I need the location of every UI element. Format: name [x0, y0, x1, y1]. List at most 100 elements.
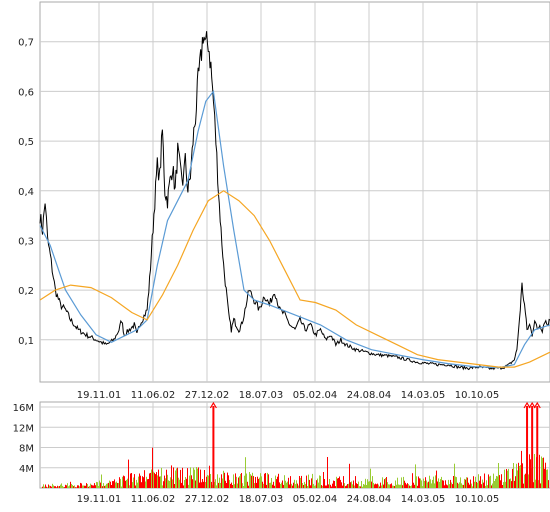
- volume-bar: [84, 485, 85, 488]
- price-x-tick-label: 19.11.01: [77, 390, 122, 401]
- volume-bar: [443, 480, 444, 488]
- volume-x-tick-label: 05.02.04: [293, 494, 338, 505]
- volume-bar: [138, 476, 139, 488]
- volume-bar: [405, 482, 406, 488]
- volume-bar: [293, 482, 294, 488]
- volume-y-axis: 4M 8M 12M 16M: [13, 403, 34, 475]
- volume-bar: [541, 456, 542, 488]
- volume-bar: [210, 474, 211, 488]
- volume-bar: [450, 479, 451, 488]
- volume-bar: [199, 482, 200, 488]
- volume-bar: [190, 467, 191, 488]
- volume-bar: [289, 484, 290, 488]
- volume-bar: [442, 480, 443, 488]
- volume-bar: [337, 478, 338, 488]
- volume-x-tick-label: 19.11.01: [77, 494, 122, 505]
- volume-bar: [513, 463, 514, 488]
- volume-bar: [204, 470, 205, 488]
- volume-bar: [369, 481, 370, 488]
- volume-bar: [340, 479, 341, 488]
- volume-bar: [422, 486, 423, 488]
- volume-bar: [399, 484, 400, 488]
- volume-bar: [345, 486, 346, 488]
- volume-bar: [516, 463, 517, 488]
- volume-bar: [394, 486, 395, 488]
- volume-bar: [318, 482, 319, 488]
- volume-bar: [400, 484, 401, 488]
- volume-bar: [211, 481, 212, 488]
- volume-bar: [389, 484, 390, 488]
- volume-bar: [262, 481, 263, 488]
- volume-bar: [214, 481, 215, 488]
- volume-bar: [467, 477, 468, 488]
- volume-bar: [512, 468, 513, 488]
- volume-bar: [139, 473, 140, 488]
- series-line-short-average: [39, 89, 550, 369]
- volume-bar: [461, 483, 462, 488]
- volume-bar: [268, 474, 269, 488]
- volume-bar: [446, 484, 447, 488]
- volume-bar: [416, 476, 417, 488]
- volume-bar: [227, 472, 228, 488]
- volume-bar: [440, 479, 441, 488]
- volume-bar: [310, 485, 311, 488]
- volume-bar: [276, 479, 277, 488]
- volume-bar: [342, 485, 343, 488]
- volume-bar: [83, 485, 84, 488]
- volume-bar: [388, 484, 389, 488]
- volume-bar: [502, 485, 503, 488]
- volume-bar: [434, 483, 435, 488]
- volume-bar: [43, 484, 44, 488]
- volume-bar: [79, 486, 80, 488]
- volume-bar: [142, 476, 143, 488]
- volume-bar: [208, 475, 209, 488]
- volume-bar: [243, 486, 244, 488]
- volume-bar: [418, 476, 419, 488]
- volume-bar: [298, 485, 299, 488]
- volume-bar: [518, 462, 519, 488]
- volume-bar: [530, 459, 531, 488]
- volume-bar: [519, 466, 520, 488]
- volume-bar: [52, 483, 53, 488]
- volume-bar: [117, 483, 118, 488]
- volume-bar: [68, 486, 69, 488]
- volume-panel-frame: [39, 401, 550, 489]
- volume-bar: [269, 482, 270, 488]
- volume-bar: [367, 479, 368, 488]
- volume-bar: [522, 463, 523, 488]
- volume-bar: [347, 484, 348, 488]
- volume-bar: [150, 472, 151, 488]
- volume-bar: [284, 475, 285, 488]
- volume-panel: 4M 8M 12M 16M 19.11.01 11.06.02 27.12.02 18.07…: [13, 401, 550, 505]
- volume-bar: [226, 483, 227, 488]
- volume-bar: [80, 482, 81, 488]
- volume-bar: [521, 450, 522, 488]
- volume-bar: [473, 476, 474, 488]
- volume-bar: [228, 475, 229, 488]
- volume-bar: [137, 482, 138, 488]
- volume-bar: [54, 486, 55, 488]
- volume-bar: [366, 485, 367, 488]
- volume-bar: [133, 477, 134, 488]
- volume-bar: [290, 476, 291, 488]
- volume-bar: [301, 475, 302, 488]
- volume-bar: [70, 481, 71, 488]
- volume-bar: [176, 468, 177, 488]
- volume-bar: [499, 475, 500, 488]
- volume-bar: [224, 472, 225, 488]
- volume-bar: [514, 480, 515, 488]
- volume-bar: [272, 484, 273, 488]
- volume-clip-marker: [523, 401, 531, 409]
- volume-bar: [441, 476, 442, 488]
- volume-bar: [162, 485, 163, 488]
- volume-bar: [380, 482, 381, 488]
- volume-bar: [249, 472, 250, 488]
- volume-bar: [359, 486, 360, 488]
- volume-bar: [544, 468, 545, 488]
- volume-bar: [471, 483, 472, 488]
- volume-bar: [131, 473, 132, 488]
- volume-bar: [238, 477, 239, 488]
- volume-bar: [115, 482, 116, 488]
- volume-bar: [353, 480, 354, 488]
- volume-y-tick-label: 12M: [13, 423, 34, 434]
